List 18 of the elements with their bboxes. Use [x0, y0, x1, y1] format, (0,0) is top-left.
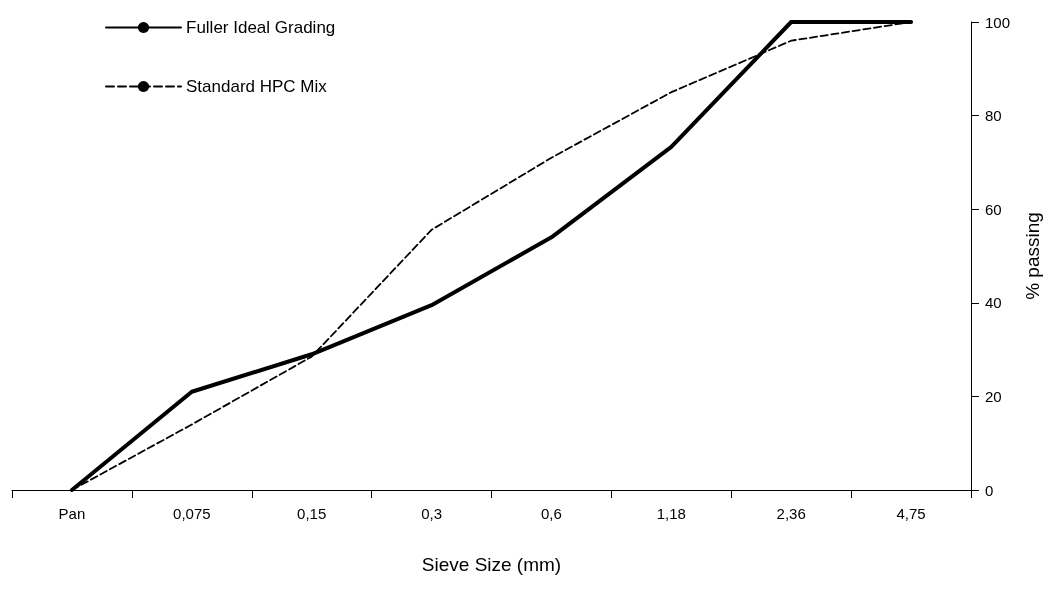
x-tick-label: Pan — [58, 505, 86, 522]
x-axis-title: Sieve Size (mm) — [421, 554, 562, 575]
x-tick-label: 2,36 — [776, 505, 806, 522]
y-tick-label: 80 — [985, 107, 1002, 125]
y-tick-label: 60 — [985, 200, 1002, 218]
x-tick-label: 1,18 — [656, 505, 686, 522]
x-tick-label: 0,075 — [173, 505, 211, 522]
x-tick-label: 0,15 — [297, 505, 327, 522]
x-tick-label: 0,6 — [541, 505, 562, 522]
legend-label: Fuller Ideal Grading — [186, 18, 336, 37]
y-tick-label: 40 — [985, 294, 1002, 312]
y-tick-label: 100 — [985, 13, 1011, 31]
x-tick-label: 0,3 — [421, 505, 442, 522]
y-tick-label: 0 — [985, 481, 994, 499]
y-tick-label: 20 — [985, 387, 1002, 405]
y-axis-title: % passing — [1022, 212, 1043, 300]
legend-label: Standard HPC Mix — [186, 77, 328, 96]
x-tick-label: 4,75 — [896, 505, 926, 522]
